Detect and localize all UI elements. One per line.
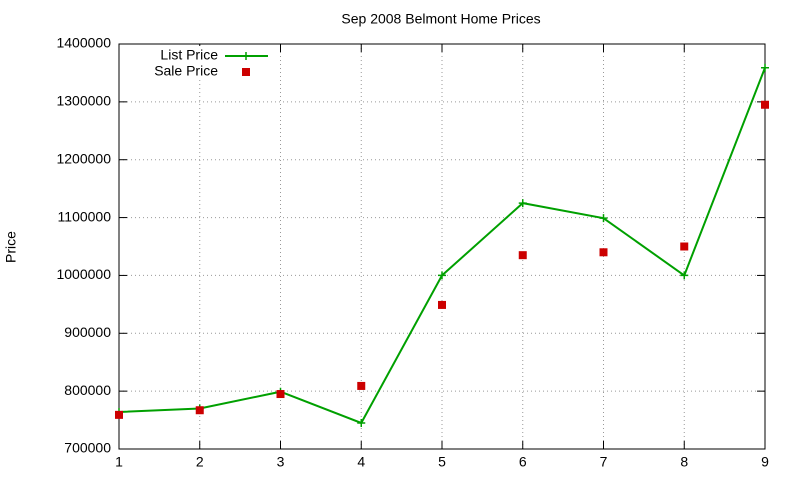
series-line xyxy=(118,67,766,425)
point xyxy=(438,271,446,280)
y-tick-label: 700000 xyxy=(64,440,111,456)
legend-label: List Price xyxy=(160,47,218,63)
y-tick-label: 900000 xyxy=(64,324,111,340)
point xyxy=(599,214,608,223)
point xyxy=(276,390,285,399)
legend-box xyxy=(128,46,278,80)
point xyxy=(599,248,608,257)
point xyxy=(195,406,204,415)
x-tick-label: 3 xyxy=(277,454,285,470)
point xyxy=(680,271,689,280)
x-tick-label: 8 xyxy=(680,454,688,470)
x-tick-label: 5 xyxy=(438,454,446,470)
point xyxy=(680,242,689,251)
point xyxy=(761,100,769,109)
point xyxy=(357,381,366,390)
y-tick-label: 1100000 xyxy=(58,208,112,224)
point xyxy=(518,251,527,260)
y-axis-label: Price xyxy=(3,231,19,263)
x-tick-label: 9 xyxy=(761,454,769,470)
point xyxy=(357,418,366,427)
y-tick-label: 1000000 xyxy=(56,266,111,282)
y-tick-label: 1400000 xyxy=(56,35,111,51)
point xyxy=(518,199,527,208)
x-tick-label: 7 xyxy=(600,454,608,470)
x-tick-label: 4 xyxy=(357,454,365,470)
point xyxy=(115,410,123,419)
plot-frame xyxy=(118,43,766,450)
y-tick-label: 1300000 xyxy=(56,93,111,109)
point xyxy=(438,300,446,309)
x-tick-label: 1 xyxy=(115,454,123,470)
y-tick-label: 800000 xyxy=(64,382,111,398)
point xyxy=(761,63,769,72)
x-tick-label: 6 xyxy=(519,454,527,470)
legend-label: Sale Price xyxy=(154,63,218,79)
legend-marker xyxy=(242,52,250,60)
y-tick-label: 1200000 xyxy=(56,150,111,166)
x-tick-label: 2 xyxy=(196,454,204,470)
chart-title: Sep 2008 Belmont Home Prices xyxy=(341,11,540,27)
legend-marker xyxy=(242,68,250,76)
